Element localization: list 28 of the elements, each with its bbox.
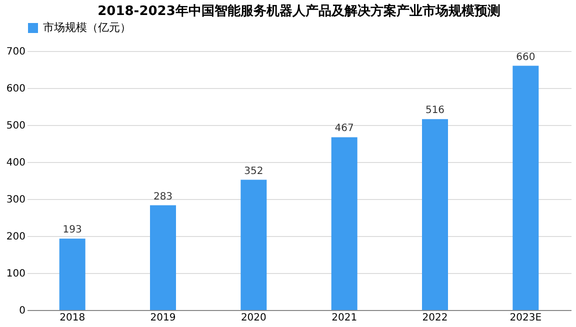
y-tick-label: 200 [6, 232, 26, 242]
bar [240, 180, 267, 310]
bar [512, 66, 539, 310]
data-label: 467 [334, 123, 354, 134]
x-tick-label: 2019 [150, 312, 176, 324]
x-tick-label: 2020 [240, 312, 266, 324]
bar [331, 137, 358, 310]
data-label: 660 [516, 52, 536, 63]
x-tick-label: 2022 [422, 312, 448, 324]
data-label: 352 [244, 166, 264, 177]
legend-label: 市场规模（亿元） [43, 21, 131, 34]
chart-title: 2018-2023年中国智能服务机器人产品及解决方案产业市场规模预测 [98, 3, 500, 19]
x-tick-label: 2018 [60, 312, 86, 324]
y-tick-label: 100 [6, 268, 26, 280]
data-label: 193 [62, 224, 82, 236]
y-tick-label: 0 [19, 306, 26, 316]
bar [59, 238, 86, 310]
y-tick-label: 700 [6, 46, 26, 58]
x-tick-label: 2023E [510, 312, 542, 324]
bar [150, 205, 176, 310]
y-tick-label: 400 [6, 158, 26, 168]
data-label: 516 [425, 105, 445, 116]
y-tick-label: 300 [6, 194, 26, 206]
x-tick-label: 2021 [332, 312, 358, 324]
data-label: 283 [153, 191, 173, 202]
y-tick-label: 500 [6, 120, 26, 132]
y-tick-label: 600 [6, 84, 26, 94]
bar [422, 119, 448, 310]
